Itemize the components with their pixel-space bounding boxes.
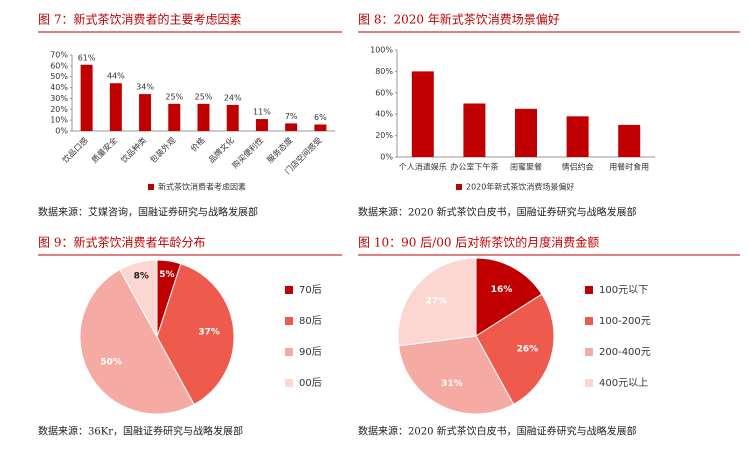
bar bbox=[255, 119, 268, 131]
x-tick-label: 购买便利性 bbox=[230, 135, 265, 170]
x-tick-label: 品牌文化 bbox=[206, 135, 236, 165]
y-tick-label: 60% bbox=[50, 61, 68, 70]
legend-label: 70后 bbox=[299, 284, 322, 296]
legend-label: 400元以上 bbox=[599, 377, 648, 389]
y-tick-label: 0% bbox=[380, 153, 393, 162]
figure-source: 数据来源：2020 新式茶饮白皮书，国融证券研究与战略发展部 bbox=[358, 206, 637, 219]
legend-label: 100-200元 bbox=[599, 316, 651, 327]
y-tick-label: 50% bbox=[50, 72, 68, 81]
data-label: 24% bbox=[224, 93, 242, 102]
legend-swatch bbox=[585, 286, 593, 294]
legend-swatch bbox=[285, 348, 293, 356]
data-label: 37% bbox=[198, 328, 220, 338]
y-tick-label: 100% bbox=[370, 46, 393, 55]
x-tick-label: 用餐时食用 bbox=[609, 162, 649, 172]
figure-source: 数据来源：36Kr，国融证券研究与战略发展部 bbox=[38, 425, 243, 438]
bar bbox=[314, 124, 327, 131]
y-tick-label: 40% bbox=[50, 83, 68, 92]
legend-swatch bbox=[585, 379, 593, 387]
x-tick-label: 情侣约会 bbox=[562, 162, 594, 172]
bar bbox=[139, 94, 152, 131]
bar bbox=[515, 108, 537, 157]
y-tick-label: 80% bbox=[375, 67, 393, 76]
data-label: 26% bbox=[517, 345, 539, 355]
data-label: 27% bbox=[425, 296, 447, 306]
data-label: 5% bbox=[159, 270, 174, 280]
bar bbox=[566, 116, 589, 157]
y-tick-label: 30% bbox=[50, 94, 68, 103]
legend-label: 00后 bbox=[299, 377, 322, 389]
data-label: 11% bbox=[253, 108, 271, 117]
bar bbox=[618, 124, 641, 157]
data-label: 7% bbox=[285, 112, 298, 121]
y-tick-label: 0% bbox=[55, 127, 68, 136]
bar bbox=[463, 103, 486, 157]
legend-label: 100元以下 bbox=[599, 285, 648, 296]
x-tick-label: 质量安全 bbox=[89, 135, 119, 165]
pie-slice bbox=[475, 257, 543, 337]
figure-caption: 图 10：90 后/00 后对新茶饮的月度消费金额 bbox=[358, 235, 599, 250]
y-tick-label: 20% bbox=[375, 131, 393, 140]
legend-label: 80后 bbox=[299, 315, 322, 327]
y-tick-label: 20% bbox=[50, 105, 68, 114]
x-tick-label: 服务态度 bbox=[265, 135, 295, 165]
x-tick-label: 闺蜜聚餐 bbox=[510, 162, 542, 172]
data-label: 31% bbox=[441, 379, 463, 389]
bar bbox=[109, 83, 122, 131]
bar bbox=[226, 104, 239, 131]
x-tick-label: 个人消遣娱乐 bbox=[399, 162, 447, 172]
legend-swatch bbox=[285, 317, 293, 325]
data-label: 34% bbox=[136, 83, 154, 92]
bar bbox=[197, 103, 210, 131]
x-tick-label: 价格 bbox=[188, 135, 206, 153]
data-label: 8% bbox=[134, 271, 149, 281]
data-label: 25% bbox=[165, 92, 183, 101]
y-tick-label: 70% bbox=[50, 51, 68, 60]
legend-label: 新式茶饮消费者考虑因素 bbox=[158, 182, 246, 192]
pie-slice bbox=[156, 263, 235, 406]
legend-swatch bbox=[285, 379, 293, 387]
y-tick-label: 40% bbox=[375, 110, 393, 119]
legend-label: 200-400元 bbox=[599, 347, 651, 358]
legend-swatch bbox=[456, 184, 462, 190]
figure-caption: 图 9：新式茶饮消费者年龄分布 bbox=[38, 235, 205, 250]
y-tick-label: 60% bbox=[375, 88, 393, 97]
legend-swatch bbox=[148, 184, 154, 190]
data-label: 44% bbox=[107, 72, 125, 81]
data-label: 50% bbox=[100, 358, 122, 368]
figure-source: 数据来源：2020 新式茶饮白皮书，国融证券研究与战略发展部 bbox=[358, 425, 637, 438]
y-tick-label: 10% bbox=[50, 116, 68, 125]
data-label: 6% bbox=[314, 113, 327, 122]
pie-slice bbox=[475, 293, 555, 406]
x-tick-label: 包装外观 bbox=[148, 135, 178, 165]
bar bbox=[285, 123, 298, 131]
figure-caption: 图 8：2020 年新式茶饮消费场景偏好 bbox=[358, 12, 560, 27]
x-tick-label: 饮品口感 bbox=[60, 135, 90, 165]
pie-slice bbox=[119, 259, 158, 338]
pie-slice bbox=[79, 268, 195, 415]
x-tick-label: 办公室下午茶 bbox=[450, 162, 498, 172]
pie-slice bbox=[398, 335, 515, 415]
pie-slice bbox=[397, 257, 477, 347]
legend-swatch bbox=[585, 348, 593, 356]
data-label: 25% bbox=[195, 92, 213, 101]
bar bbox=[168, 103, 181, 131]
x-tick-label: 饮品种类 bbox=[119, 135, 149, 165]
data-label: 61% bbox=[78, 53, 96, 62]
figure-caption: 图 7：新式茶饮消费者的主要考虑因素 bbox=[38, 12, 241, 27]
bar bbox=[411, 71, 434, 157]
figure-source: 数据来源：艾媒咨询，国融证券研究与战略发展部 bbox=[38, 206, 258, 219]
legend-label: 90后 bbox=[299, 346, 322, 358]
legend-swatch bbox=[285, 286, 293, 294]
legend-swatch bbox=[585, 317, 593, 325]
data-label: 16% bbox=[491, 285, 513, 295]
legend-label: 2020年新式茶饮消费场景偏好 bbox=[466, 182, 574, 192]
bar bbox=[80, 64, 93, 131]
